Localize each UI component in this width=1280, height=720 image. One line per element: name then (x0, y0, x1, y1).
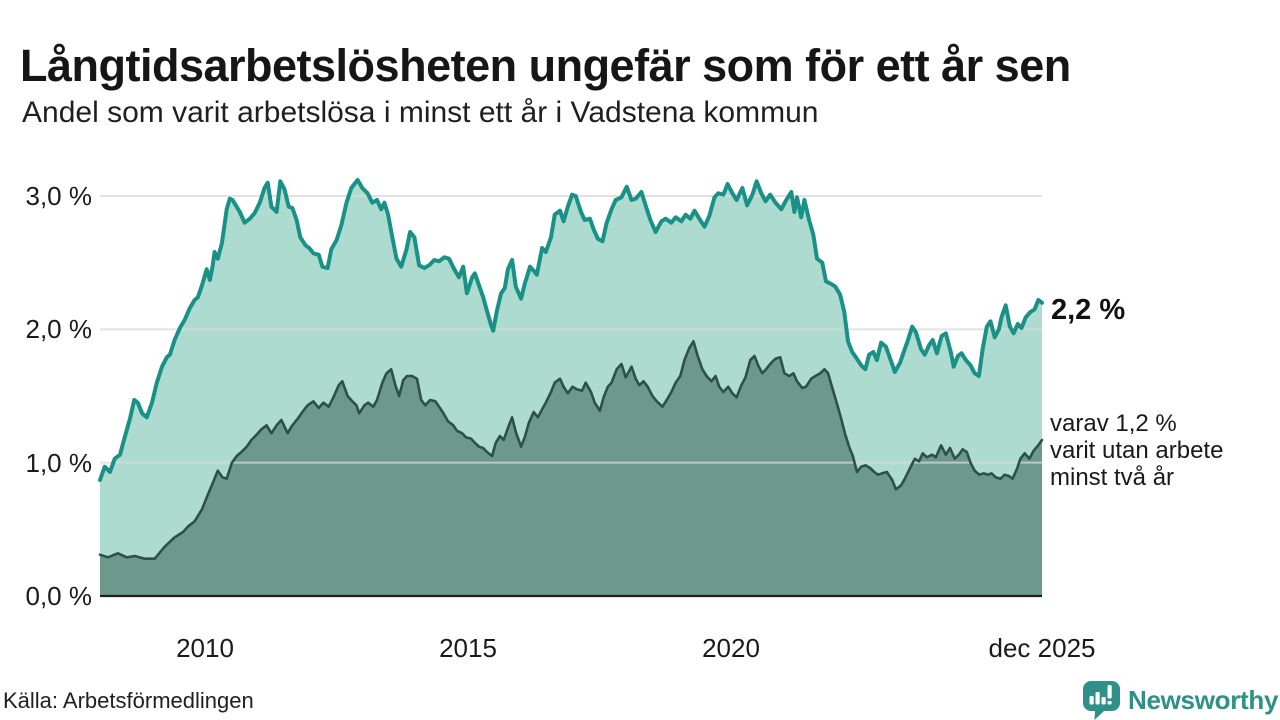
newsworthy-logo: Newsworthy (1083, 681, 1278, 720)
x-tick-label: 2010 (176, 633, 234, 663)
x-tick-label: dec 2025 (988, 633, 1096, 663)
y-tick-label: 0,0 % (25, 581, 93, 611)
source-label: Källa: Arbetsförmedlingen (3, 688, 254, 713)
series-min-two-years-area (100, 341, 1042, 596)
chart-subtitle: Andel som varit arbetslösa i minst ett å… (22, 96, 819, 129)
series-min-two-years-line (98, 340, 1044, 560)
series-min-one-year-line (98, 178, 1044, 482)
newsworthy-icon (1083, 681, 1120, 720)
x-tick-label: 2020 (702, 633, 760, 663)
chart-title: Långtidsarbetslösheten ungefär som för e… (20, 40, 1071, 92)
y-tick-label: 3,0 % (25, 181, 93, 211)
x-tick-label: 2015 (439, 633, 497, 663)
y-tick-label: 2,0 % (25, 314, 93, 345)
secondary-value-label: varav 1,2 % varit utan arbete minst två … (1050, 410, 1224, 491)
newsworthy-wordmark: Newsworthy (1128, 685, 1279, 715)
y-tick-label: 1,0 % (25, 447, 93, 478)
latest-value-label: 2,2 % (1051, 294, 1126, 326)
